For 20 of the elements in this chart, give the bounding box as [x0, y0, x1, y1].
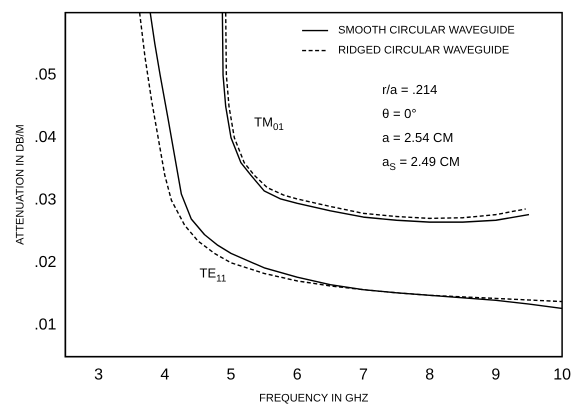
x-axis-title: FREQUENCY IN GHZ — [259, 392, 369, 404]
x-tick-label: 7 — [358, 366, 368, 384]
annotation: θ = 0° — [382, 106, 417, 122]
x-tick-label: 3 — [94, 366, 104, 384]
x-tick-label: 9 — [491, 366, 500, 384]
x-tick-label: 4 — [160, 366, 170, 384]
annotation: r/a = .214 — [382, 82, 438, 98]
x-tick-label: 5 — [226, 366, 236, 384]
y-tick-label: .01 — [34, 316, 57, 334]
x-tick-label: 10 — [553, 366, 572, 384]
annotation: a = 2.54 CM — [382, 130, 454, 146]
legend-label: RIDGED CIRCULAR WAVEGUIDE — [338, 44, 510, 57]
y-tick-label: .02 — [34, 254, 57, 272]
legend-label: SMOOTH CIRCULAR WAVEGUIDE — [338, 24, 515, 37]
y-tick-label: .04 — [34, 129, 57, 146]
y-axis-title: ATTENUATION IN DB/M — [14, 124, 27, 245]
x-tick-label: 6 — [292, 366, 302, 384]
y-tick-label: .03 — [34, 192, 57, 209]
x-tick-label: 8 — [425, 366, 434, 384]
y-tick-label: .05 — [34, 66, 57, 84]
